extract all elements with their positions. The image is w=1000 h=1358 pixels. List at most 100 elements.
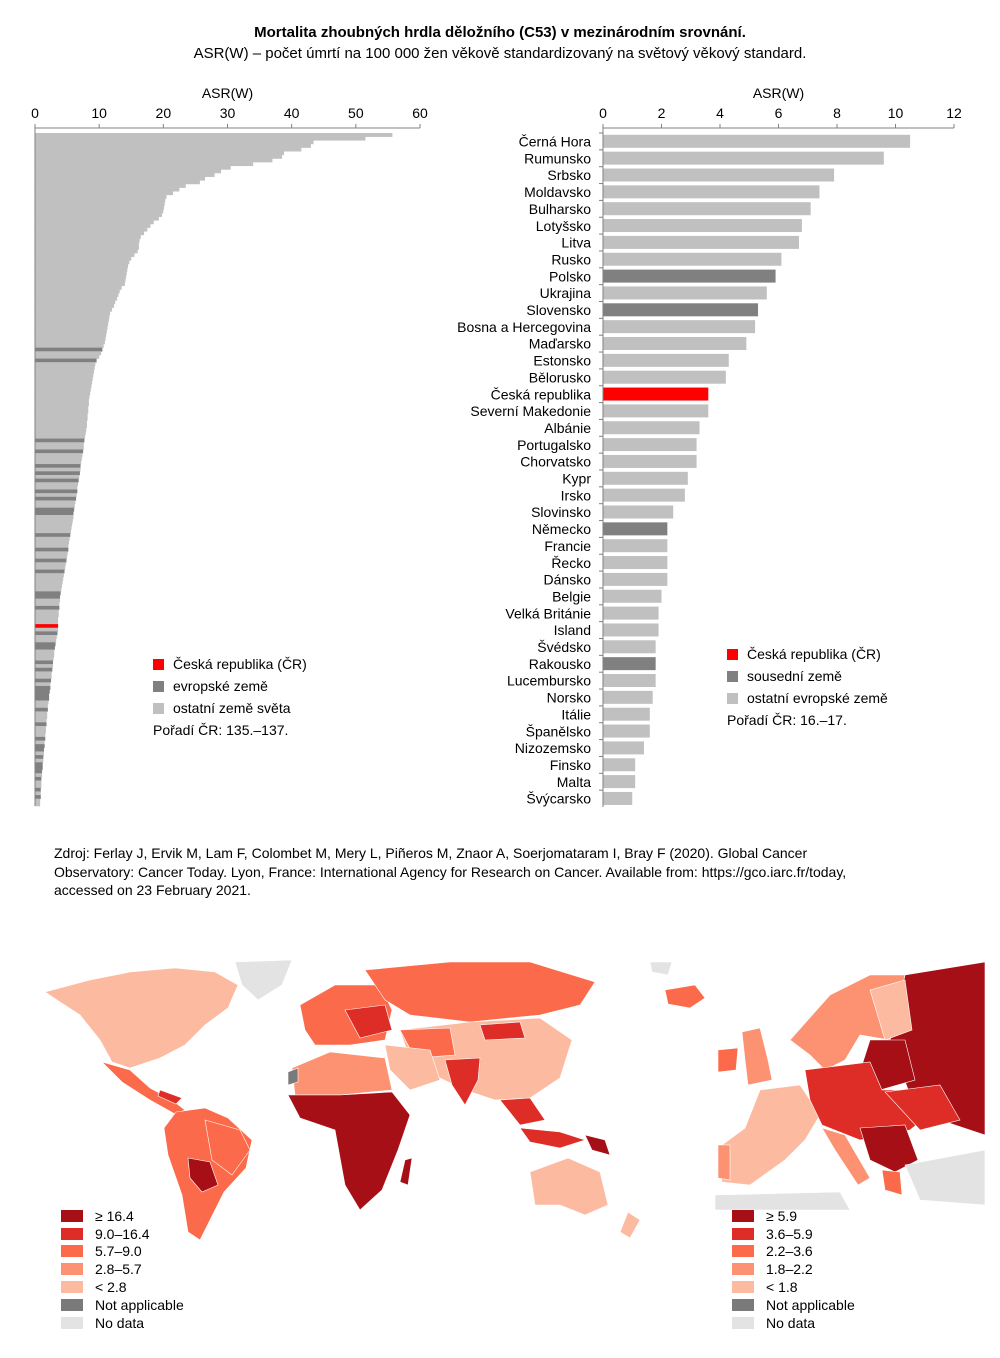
bar: [35, 744, 45, 749]
bar: [35, 562, 66, 567]
legend-swatch: [727, 670, 738, 682]
bar: [35, 715, 48, 719]
bar: [35, 427, 87, 432]
bar: [603, 707, 650, 721]
legend-label: 5.7–9.0: [95, 1243, 142, 1260]
map-central-america: [100, 1061, 186, 1115]
y-tick-label: Kypr: [562, 471, 591, 487]
bar: [35, 631, 58, 636]
bar: [35, 776, 42, 781]
bar: [603, 235, 799, 249]
legend-label: 9.0–16.4: [95, 1225, 150, 1242]
bar: [35, 263, 129, 268]
europe-chart-legend: Česká republika (ČR) sousední země ostat…: [727, 643, 888, 731]
bar: [35, 278, 126, 283]
bar: [35, 253, 135, 257]
y-tick-label: Severní Makedonie: [470, 403, 591, 419]
y-tick-label: Belgie: [552, 588, 591, 604]
map-legend-item: 5.7–9.0: [61, 1243, 184, 1261]
legend-label: sousední země: [747, 668, 842, 684]
y-tick-label: Finsko: [550, 757, 591, 773]
legend-swatch: [153, 702, 164, 714]
bar: [603, 219, 802, 233]
legend-swatch: [732, 1245, 754, 1258]
bar: [35, 420, 87, 425]
legend-swatch: [727, 648, 738, 660]
bar: [35, 558, 67, 563]
bar: [35, 638, 57, 643]
x-tick-label: 2: [658, 105, 666, 121]
bar: [35, 442, 84, 447]
bar: [35, 525, 72, 530]
bar: [35, 787, 41, 792]
legend-item-other-europe: ostatní evropské země: [727, 687, 888, 709]
bar: [35, 653, 55, 658]
legend-swatch: [732, 1298, 754, 1311]
bar: [603, 202, 811, 216]
bar: [603, 185, 820, 199]
legend-swatch: [61, 1245, 83, 1258]
y-tick-label: Česká republika: [491, 386, 592, 402]
legend-label: Not applicable: [766, 1296, 855, 1313]
bar: [603, 640, 656, 654]
map-ukraine: [884, 1084, 961, 1131]
bar: [35, 802, 41, 807]
bar: [603, 454, 697, 468]
y-tick-label: Ukrajina: [540, 285, 592, 301]
legend-label: 2.8–5.7: [95, 1261, 142, 1278]
bar: [35, 725, 46, 730]
bar: [35, 380, 93, 385]
source-citation: Zdroj: Ferlay J, Ervik M, Lam F, Colombe…: [54, 844, 964, 900]
y-tick-label: Bulharsko: [529, 201, 591, 217]
bar: [35, 205, 164, 210]
bar: [35, 329, 107, 334]
bar: [35, 780, 42, 785]
bar: [35, 180, 200, 185]
bar: [35, 660, 53, 665]
bar: [35, 493, 77, 498]
y-tick-label: Lotyšsko: [536, 218, 591, 234]
y-tick-label: Chorvatsko: [520, 454, 591, 470]
map-iceland: [664, 984, 706, 1009]
map-brazil: [204, 1119, 251, 1176]
map-north-africa: [291, 1051, 393, 1096]
legend-swatch: [61, 1227, 83, 1240]
legend-swatch: [732, 1263, 754, 1276]
bar: [35, 682, 51, 687]
legend-label: ostatní země světa: [173, 700, 291, 716]
y-tick-label: Slovensko: [526, 302, 591, 318]
legend-label: 3.6–5.9: [766, 1225, 813, 1242]
bar: [35, 544, 69, 549]
bar: [35, 165, 231, 170]
legend-item-neighbours: sousední země: [727, 665, 888, 687]
bar: [603, 775, 636, 789]
bar: [35, 245, 139, 250]
bar: [35, 591, 61, 596]
bar: [35, 554, 68, 559]
bar: [35, 795, 41, 800]
bar: [35, 707, 48, 712]
legend-label: < 1.8: [766, 1279, 798, 1296]
bar: [35, 358, 97, 363]
map-west-sahara-na: [287, 1067, 299, 1086]
bar: [35, 791, 41, 796]
bar: [35, 693, 50, 698]
bar: [35, 551, 68, 556]
y-tick-label: Slovinsko: [531, 504, 591, 520]
bar: [35, 656, 54, 661]
y-tick-label: Rumunsko: [524, 150, 591, 166]
bar: [35, 209, 164, 214]
bar: [35, 471, 80, 476]
bar: [35, 547, 69, 552]
bar: [35, 474, 80, 479]
map-legend-item: 9.0–16.4: [61, 1225, 184, 1243]
bar: [35, 445, 84, 450]
bar: [35, 514, 74, 519]
bar: [35, 598, 61, 603]
bar: [603, 589, 662, 603]
x-tick-label: 12: [946, 105, 962, 121]
bar: [35, 500, 76, 505]
map-finland: [869, 979, 913, 1041]
bar: [35, 685, 51, 690]
